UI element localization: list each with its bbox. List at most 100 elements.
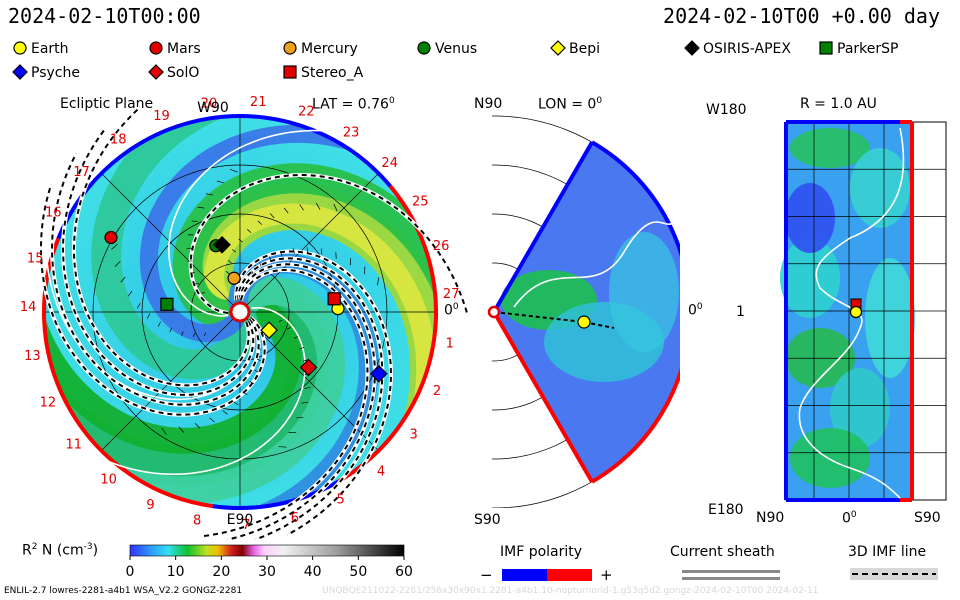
meridional-current-sheath	[513, 221, 675, 308]
lonlat-density-region-6	[865, 258, 915, 378]
sector-tick	[259, 262, 262, 267]
carrington-number-18: 18	[110, 133, 127, 148]
lonlat-density-region-0	[790, 128, 870, 168]
diamond-marker-icon	[550, 40, 566, 56]
body-marker-earth-lonlat	[849, 305, 863, 319]
datetime-right: 2024-02-10T00 +0.00 day	[663, 4, 940, 28]
sector-tick	[194, 423, 201, 429]
circle-marker-icon	[283, 41, 297, 55]
body-marker-stereo-a	[327, 292, 341, 306]
sector-tick	[225, 271, 230, 274]
sector-tick	[227, 260, 232, 264]
sector-tick	[251, 270, 254, 275]
sector-tick	[283, 207, 289, 214]
colorbar-label: R2 N (cm-3)	[22, 542, 99, 559]
ecliptic-top-label: W90	[197, 100, 229, 116]
carrington-number-1: 1	[446, 337, 454, 352]
imf-polarity-title: IMF polarity	[500, 544, 583, 560]
lonlat-title: R = 1.0 AU	[800, 96, 877, 112]
sector-tick	[146, 313, 151, 319]
sector-tick	[181, 331, 184, 336]
legend-label: Bepi	[569, 41, 600, 57]
carrington-number-22: 22	[298, 105, 315, 120]
imf-line-3	[199, 269, 369, 538]
legend-label: Psyche	[31, 65, 80, 81]
sector-tick	[229, 169, 238, 173]
circle-marker-icon	[149, 41, 163, 55]
lonlat-current-sheath	[798, 127, 905, 499]
carrington-number-6: 6	[291, 511, 299, 526]
legend-label: OSIRIS-APEX	[703, 41, 791, 57]
datetime-left: 2024-02-10T00:00	[8, 4, 201, 28]
sun-icon-meridional	[487, 305, 501, 319]
ecliptic-title: Ecliptic Plane	[60, 96, 154, 112]
colorbar-tick-label: 50	[349, 564, 367, 580]
sector-tick	[269, 256, 272, 261]
sector-tick	[320, 248, 323, 255]
carrington-number-23: 23	[343, 125, 360, 140]
colorbar-tick-label: 0	[126, 564, 135, 580]
legend-item-mars: Mars	[148, 40, 201, 57]
sector-tick	[222, 410, 228, 415]
meridional-range-ring	[492, 115, 678, 508]
current-sheath-line-0	[168, 129, 401, 317]
body-marker-parkersp	[160, 297, 174, 311]
imf-negative-swatch	[502, 569, 547, 581]
carrington-number-9: 9	[146, 498, 154, 513]
current-sheath-line-1	[33, 306, 306, 475]
sector-tick	[161, 427, 167, 435]
meridional-right-label: 00	[688, 302, 703, 319]
sector-tick	[299, 204, 304, 211]
sector-tick	[301, 401, 309, 404]
footer-run-info: ENLIL-2.7 lowres-2281-a4b1 WSA_V2.2 GONG…	[4, 586, 243, 596]
imf-line-0	[235, 250, 392, 536]
carrington-number-17: 17	[73, 165, 90, 180]
diamond-marker-icon	[12, 64, 28, 80]
sector-tick	[232, 249, 237, 253]
imf-line-5	[50, 152, 260, 406]
density-band-6	[91, 116, 426, 380]
sector-tick	[201, 292, 206, 294]
carrington-number-24: 24	[381, 156, 398, 171]
sector-tick	[302, 359, 309, 362]
legend-label: ParkerSP	[837, 41, 899, 57]
sector-tick	[304, 386, 311, 389]
lonlat-x-right: S90	[914, 510, 941, 526]
colorbar-tick-label: 10	[167, 564, 185, 580]
sector-tick	[299, 347, 304, 350]
colorbar: 0 10 20 30 40 50 60	[126, 544, 413, 580]
sector-tick	[377, 277, 380, 286]
current-sheath-swatch-1	[682, 570, 780, 573]
imf-line-4	[40, 183, 266, 416]
carrington-number-2: 2	[433, 384, 441, 399]
imf-polarity-rim	[56, 114, 392, 240]
carrington-number-4: 4	[377, 464, 385, 479]
imf-minus-label: −	[480, 566, 493, 584]
density-band-4	[44, 116, 302, 454]
carrington-number-8: 8	[193, 514, 201, 529]
carrington-number-11: 11	[66, 438, 83, 453]
carrington-number-15: 15	[27, 251, 44, 266]
sector-tick	[333, 203, 338, 212]
meridional-density-region-2	[609, 232, 679, 352]
lonlat-bottom-left: E180	[708, 502, 744, 518]
square-marker-icon	[819, 41, 833, 55]
legend-item-mercury: Mercury	[282, 40, 358, 57]
sector-tick	[257, 220, 263, 225]
legend-item-earth: Earth	[12, 40, 69, 57]
sector-tick	[278, 446, 287, 448]
sun-icon	[229, 301, 251, 323]
carrington-number-20: 20	[201, 96, 218, 111]
imf-polarity-rim	[336, 345, 435, 484]
imf-line-8	[189, 173, 469, 317]
meridional-edge-north	[492, 141, 594, 313]
lonlat-x-mid: 00	[842, 510, 857, 527]
sector-tick	[269, 213, 275, 219]
meridional-rim-south	[590, 367, 680, 484]
meridional-edge-south	[492, 311, 594, 483]
sector-tick	[209, 417, 215, 423]
sector-tick	[197, 206, 205, 209]
density-band-2	[172, 163, 436, 498]
lonlat-mid-left: 1	[736, 304, 745, 320]
